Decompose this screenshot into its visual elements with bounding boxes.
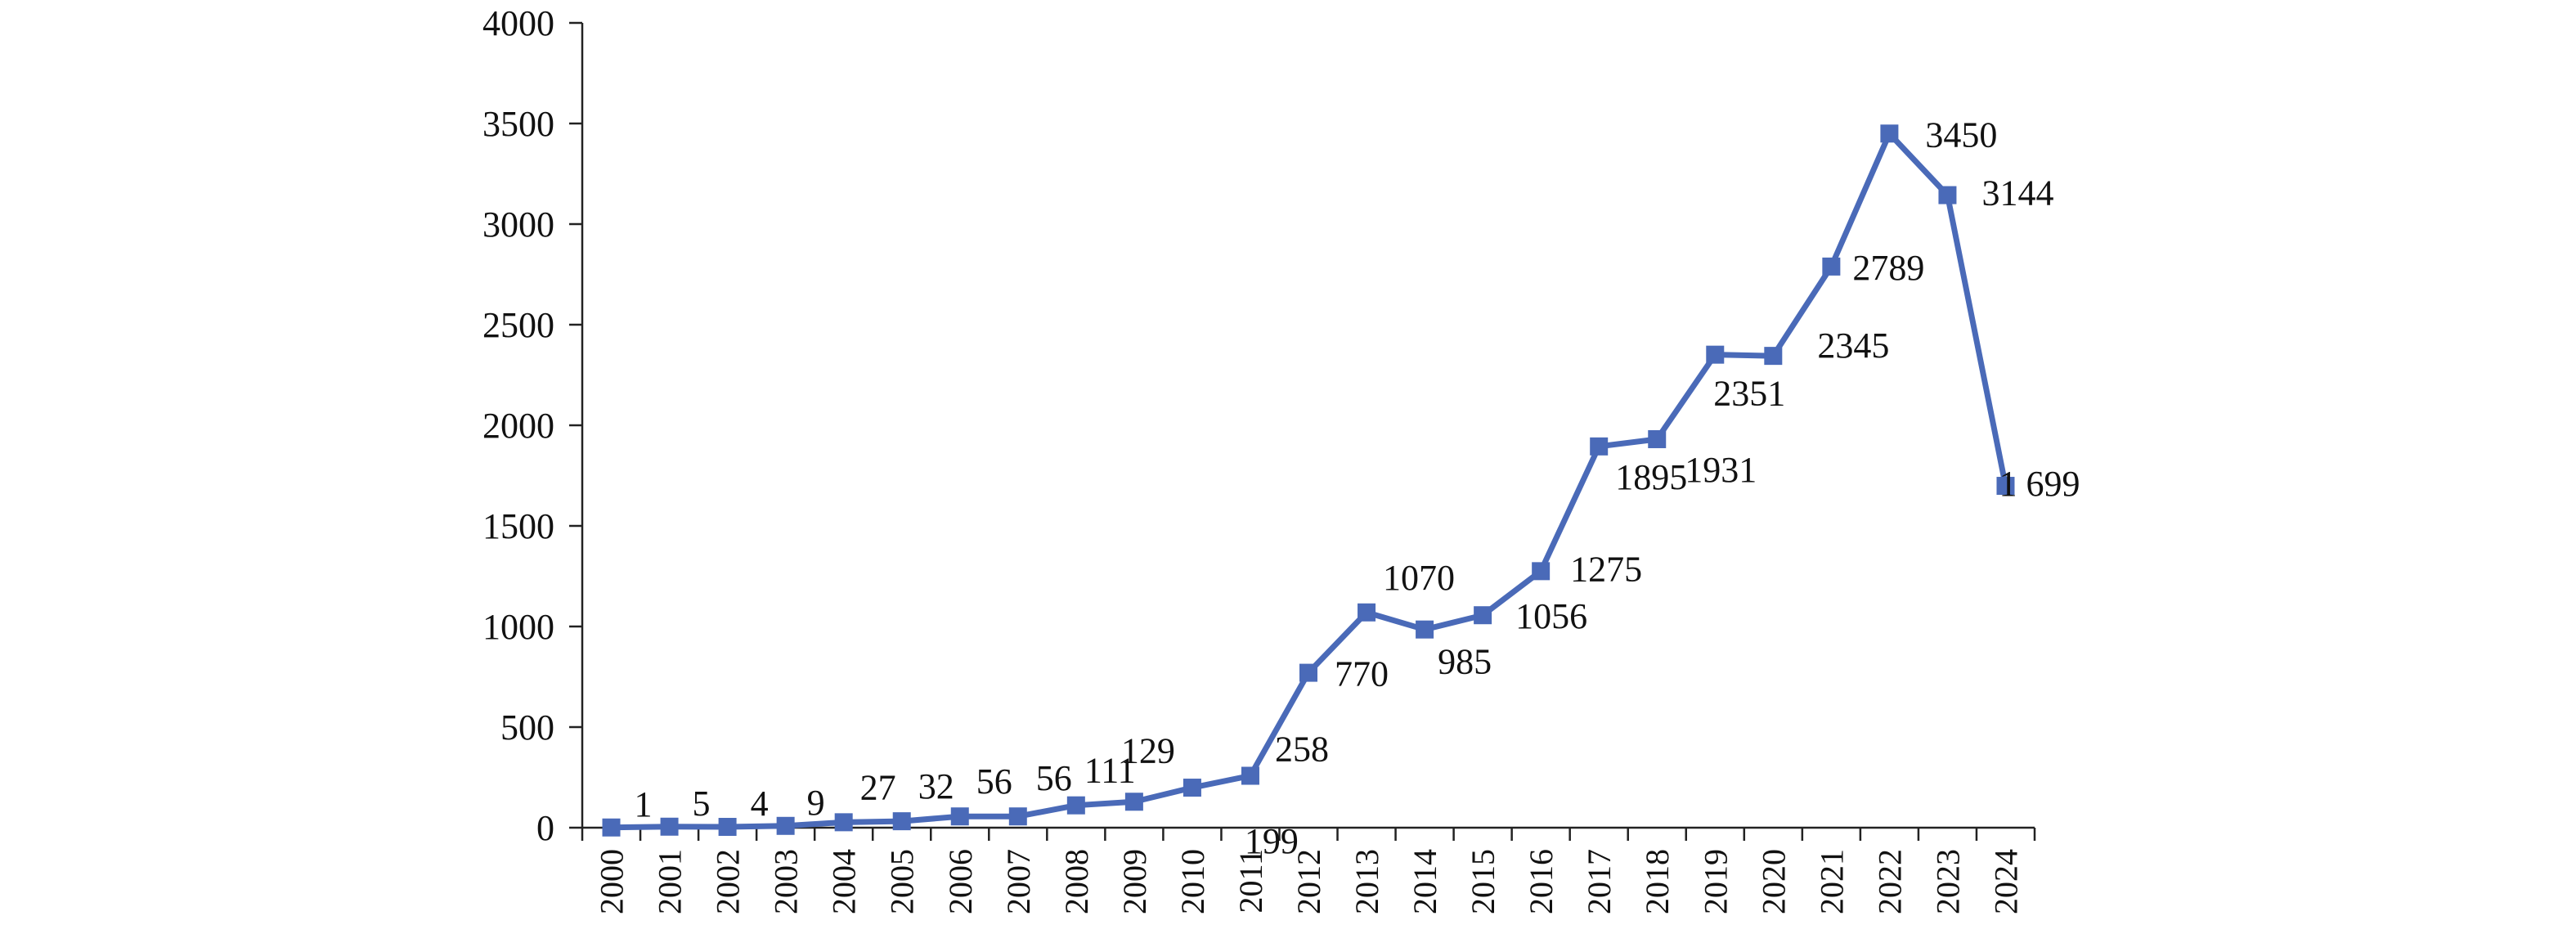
data-label: 9 — [807, 783, 825, 823]
x-tick-label: 2023 — [1929, 849, 1966, 914]
data-point-marker — [1996, 477, 2015, 496]
data-label: 2351 — [1713, 374, 1785, 414]
data-label: 1056 — [1515, 596, 1587, 636]
data-label: 2345 — [1817, 326, 1889, 366]
data-point-marker — [1764, 347, 1783, 366]
x-tick-label: 2009 — [1116, 849, 1153, 914]
data-label: 770 — [1335, 654, 1389, 694]
x-tick-label: 2016 — [1523, 849, 1560, 914]
axes: 0 500 1000 1500 2000 2500 3000 3500 4000 2000 2001… — [482, 3, 2036, 914]
y-tick-label: 3000 — [482, 204, 554, 245]
data-point-marker — [1066, 796, 1085, 815]
data-point-marker — [1590, 437, 1609, 456]
data-label: 32 — [918, 766, 954, 806]
data-point-marker — [1938, 186, 1957, 204]
data-label: 129 — [1121, 730, 1175, 770]
data-point-marker — [1822, 257, 1841, 276]
x-tick-label: 2006 — [942, 849, 979, 914]
x-tick-label: 2018 — [1639, 849, 1676, 914]
data-point-marker — [892, 812, 911, 831]
data-label: 111 — [1084, 751, 1136, 791]
y-tick-label: 1500 — [482, 506, 554, 546]
data-label: 258 — [1275, 730, 1329, 770]
data-label: 27 — [860, 767, 896, 807]
x-tick-label: 2022 — [1871, 849, 1908, 914]
y-tick-label: 0 — [536, 808, 554, 848]
data-label: 56 — [976, 761, 1012, 802]
series-line — [611, 130, 2008, 831]
data-label: 199 — [1245, 821, 1299, 861]
data-label: 2789 — [1852, 248, 1924, 288]
y-tick-label: 3500 — [482, 104, 554, 144]
data-point-marker — [834, 813, 853, 832]
data-point-marker — [1299, 663, 1317, 682]
data-label: 985 — [1438, 642, 1492, 682]
data-label: 5 — [693, 784, 711, 824]
data-label: 3450 — [1925, 115, 1997, 155]
y-tick-label: 4000 — [482, 3, 554, 43]
data-point-marker — [950, 807, 969, 826]
data-point-marker — [602, 818, 621, 837]
data-point-marker — [1532, 562, 1551, 581]
y-tick-label: 2000 — [482, 406, 554, 446]
series-line-layer — [611, 130, 2008, 831]
x-tick-label: 2000 — [594, 849, 631, 914]
x-tick-label: 2004 — [826, 849, 863, 914]
x-tick-label: 2005 — [884, 849, 921, 914]
x-tick-label: 2001 — [652, 849, 689, 914]
data-label: 1 — [635, 784, 653, 824]
x-tick-label: 2008 — [1058, 849, 1095, 914]
data-label: 4 — [751, 784, 769, 824]
data-label: 1 699 — [1999, 464, 2080, 504]
x-tick-label: 2011 — [1232, 849, 1269, 914]
data-point-marker — [718, 818, 737, 837]
data-point-marker — [1241, 766, 1259, 785]
data-point-marker — [776, 816, 795, 835]
x-tick-label: 2007 — [1000, 849, 1037, 914]
x-tick-label: 2012 — [1290, 849, 1327, 914]
data-label: 1070 — [1383, 558, 1455, 598]
x-tick-label: 2013 — [1349, 849, 1385, 914]
data-point-marker — [1008, 807, 1027, 826]
data-label: 56 — [1036, 758, 1072, 798]
data-point-marker — [1183, 779, 1201, 797]
data-point-marker — [1648, 429, 1667, 448]
data-label: 1275 — [1570, 549, 1642, 589]
y-tick-label: 500 — [500, 707, 554, 748]
x-tick-label: 2019 — [1697, 849, 1734, 914]
data-point-marker — [1880, 124, 1899, 143]
x-tick-label: 2024 — [1987, 849, 2024, 914]
x-tick-label: 2015 — [1465, 849, 1501, 914]
x-tick-label: 2020 — [1755, 849, 1792, 914]
data-label: 3144 — [1981, 173, 2053, 213]
data-point-marker — [660, 817, 679, 836]
x-tick-label: 2021 — [1813, 849, 1850, 914]
data-label: 1931 — [1685, 450, 1757, 490]
x-tick-label: 2003 — [768, 849, 805, 914]
data-label: 1895 — [1615, 457, 1687, 497]
x-tick-label: 2002 — [710, 849, 747, 914]
markers — [602, 124, 2015, 837]
data-point-marker — [1124, 793, 1143, 811]
x-tick-label: 2017 — [1581, 849, 1618, 914]
data-point-marker — [1358, 603, 1376, 622]
y-tick-label: 1000 — [482, 607, 554, 647]
y-tick-label: 2500 — [482, 305, 554, 345]
data-point-marker — [1474, 606, 1492, 625]
data-point-marker — [1416, 620, 1434, 639]
x-tick-label: 2010 — [1174, 849, 1211, 914]
x-tick-label: 2014 — [1407, 849, 1443, 914]
data-point-marker — [1706, 345, 1725, 364]
